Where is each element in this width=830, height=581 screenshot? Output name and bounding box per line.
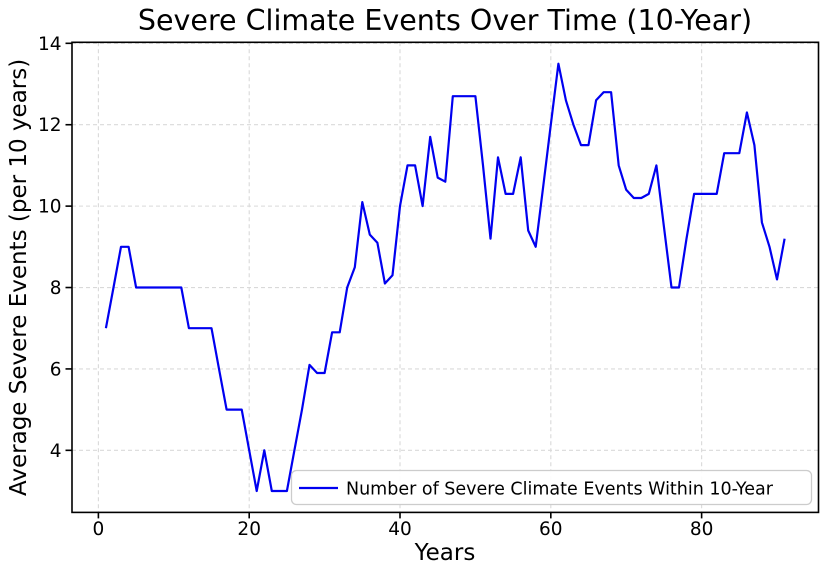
y-tick-label: 4 [50, 441, 62, 462]
chart-title: Severe Climate Events Over Time (10-Year… [138, 4, 752, 37]
x-axis-label: Years [414, 540, 476, 566]
x-tick-label: 40 [388, 519, 412, 540]
axes-spines [71, 41, 820, 514]
grid-layer [72, 42, 819, 513]
x-tick-label: 80 [690, 519, 714, 540]
x-tick-label: 20 [237, 519, 261, 540]
y-axis-label: Average Severe Events (per 10 years) [6, 59, 32, 496]
legend-box [290, 469, 813, 506]
x-tick-label: 60 [539, 519, 563, 540]
y-tick-label: 10 [38, 197, 62, 218]
y-tick-label: 14 [38, 34, 62, 55]
y-tick-label: 12 [38, 115, 62, 136]
tick-layer: 0 20 40 60 80 4 6 8 10 12 14 [38, 34, 713, 540]
y-tick-label: 6 [50, 359, 62, 380]
x-tick-label: 0 [93, 519, 105, 540]
legend: Number of Severe Climate Events Within 1… [290, 469, 813, 506]
legend-label: Number of Severe Climate Events Within 1… [346, 480, 774, 500]
data-line-series [104, 62, 786, 493]
y-tick-label: 8 [50, 278, 62, 299]
series-layer [104, 62, 786, 493]
